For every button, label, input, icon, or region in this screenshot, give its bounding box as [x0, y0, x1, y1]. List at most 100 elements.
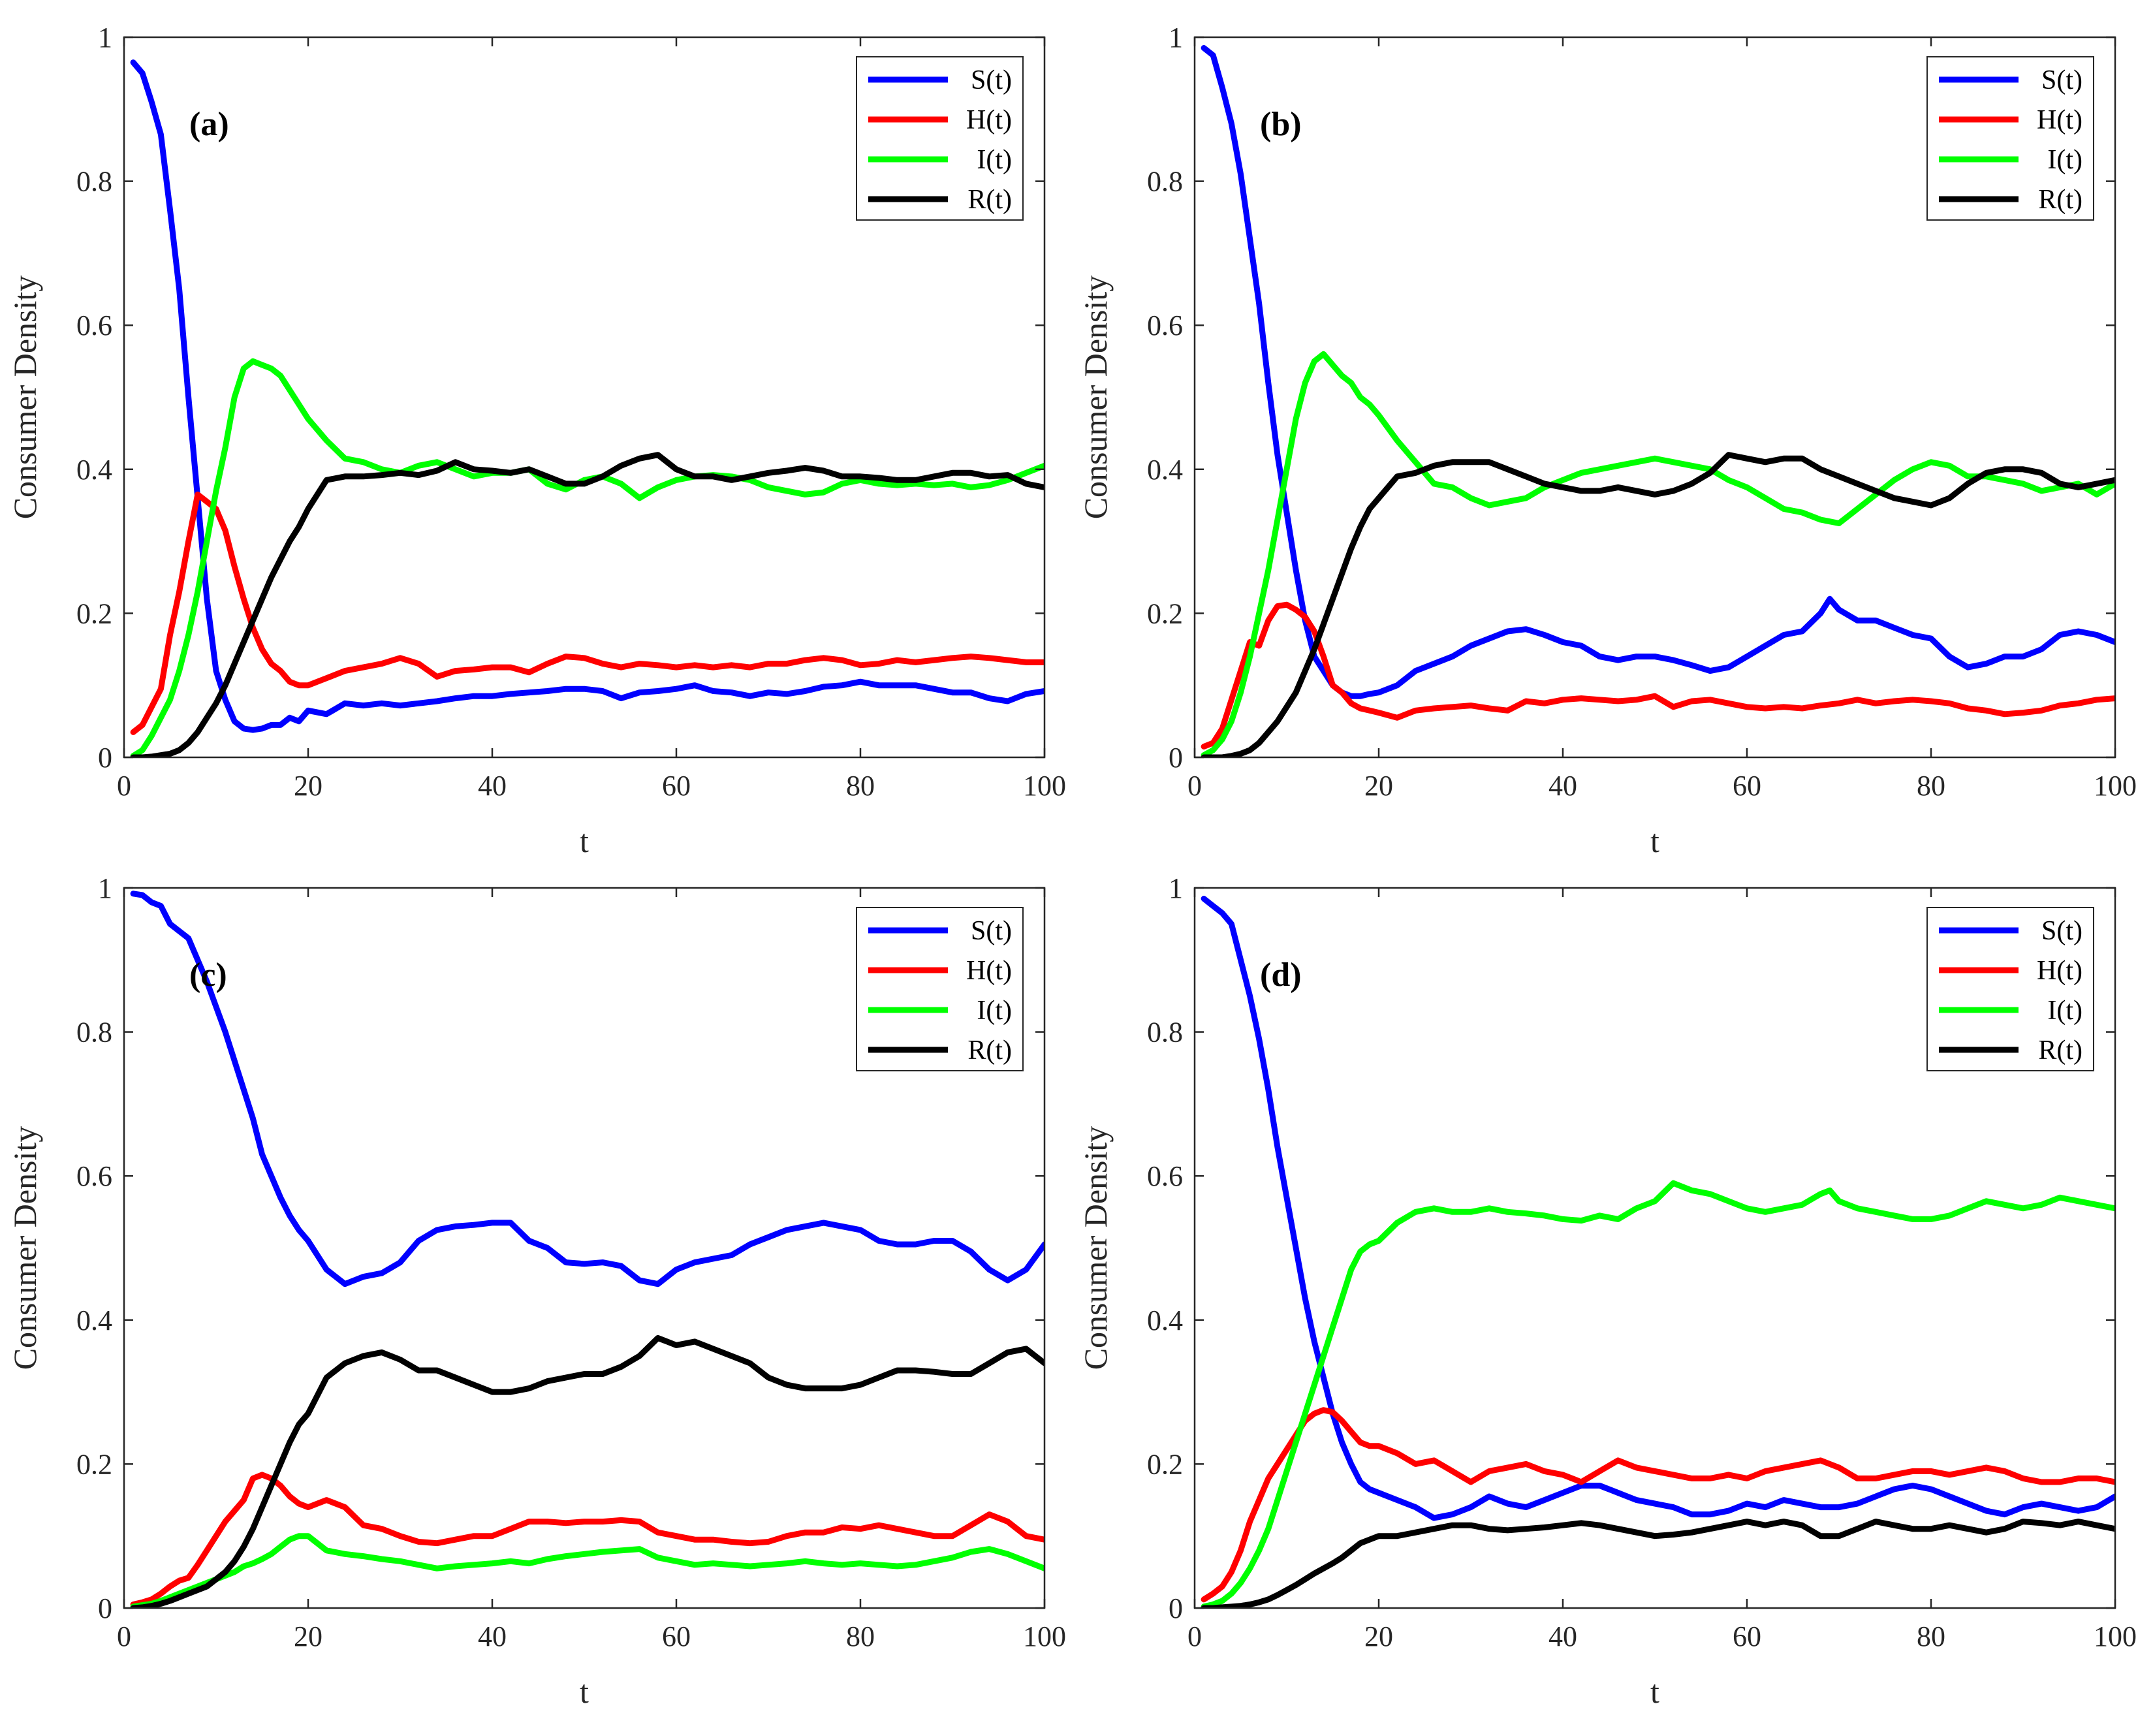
- series-line-ht: [130, 1472, 1045, 1607]
- y-tick-label: 0: [1169, 1592, 1183, 1624]
- y-tick-label: 0.8: [76, 1017, 112, 1049]
- y-axis-title: Consumer Density: [7, 1126, 43, 1370]
- y-tick-label: 1: [98, 872, 112, 904]
- y-tick-label: 0.2: [76, 597, 112, 629]
- legend-label-st: S(t): [971, 916, 1012, 946]
- axes-box: [1193, 36, 2116, 759]
- y-tick-label: 0.8: [1147, 1017, 1183, 1049]
- x-tick-label: 60: [662, 1620, 691, 1652]
- x-tick-label: 0: [117, 770, 131, 802]
- x-tick-label: 80: [1917, 1620, 1945, 1652]
- x-tick-label: 40: [478, 770, 507, 802]
- chart-panel-b: 0 20 40 60 80 100 0 0.2 0.4 0.6 0.8 1 t Consumer Dens…: [1077, 22, 2137, 859]
- axes-box: [123, 887, 1046, 1609]
- y-axis-title: Consumer Density: [1077, 276, 1114, 520]
- series-line-st: [1201, 896, 2115, 1521]
- series-lines: [130, 59, 1045, 757]
- series-lines: [1201, 45, 2115, 757]
- series-line-rt: [1201, 1519, 2115, 1608]
- legend-label-st: S(t): [2041, 65, 2082, 95]
- series-lines: [1201, 896, 2115, 1608]
- legend-label-rt: R(t): [967, 1035, 1012, 1065]
- legend-box: [856, 56, 1024, 221]
- y-tick-label: 0.2: [1147, 597, 1183, 629]
- y-tick-label: 0.2: [1147, 1448, 1183, 1480]
- legend-label-rt: R(t): [2038, 1035, 2082, 1065]
- series-line-it: [1201, 351, 2115, 757]
- series-line-ht: [130, 491, 1045, 735]
- x-tick-label: 0: [1187, 770, 1202, 802]
- y-tick-label: 0.4: [76, 1304, 112, 1336]
- y-tick-label: 0.4: [1147, 1304, 1183, 1336]
- series-line-it: [1201, 1180, 2115, 1608]
- legend-label-it: I(t): [977, 996, 1012, 1026]
- legend-label-it: I(t): [2047, 145, 2082, 175]
- y-tick-label: 1: [98, 22, 112, 54]
- y-tick-label: 0.6: [1147, 1160, 1183, 1192]
- panel-label: (d): [1260, 956, 1302, 994]
- x-tick-label: 20: [1364, 770, 1393, 802]
- series-line-st: [130, 891, 1045, 1287]
- y-tick-label: 0: [1169, 742, 1183, 774]
- legend-label-it: I(t): [2047, 996, 2082, 1026]
- x-tick-label: 80: [846, 770, 875, 802]
- chart-panel-a: 0 20 40 60 80 100 0 0.2 0.4 0.6 0.8 1 t Consumer Dens…: [7, 22, 1066, 859]
- series-line-rt: [130, 1334, 1045, 1608]
- series-line-ht: [1201, 601, 2115, 750]
- x-tick-label: 100: [1023, 1620, 1066, 1652]
- legend-box: [1926, 56, 2094, 221]
- series-line-rt: [1201, 452, 2115, 757]
- x-axis-title: t: [580, 823, 589, 859]
- panel-label: (c): [189, 956, 227, 994]
- legend-label-st: S(t): [971, 65, 1012, 95]
- x-tick-label: 80: [846, 1620, 875, 1652]
- legend: S(t) H(t) I(t) R(t): [1926, 56, 2094, 221]
- y-tick-label: 0.6: [76, 1160, 112, 1192]
- y-axis-title: Consumer Density: [1077, 1126, 1114, 1370]
- x-axis-title: t: [1650, 823, 1659, 859]
- legend-label-ht: H(t): [966, 105, 1012, 135]
- series-line-st: [1201, 45, 2115, 699]
- x-tick-label: 40: [1548, 1620, 1577, 1652]
- legend: S(t) H(t) I(t) R(t): [856, 56, 1024, 221]
- x-tick-label: 0: [1187, 1620, 1202, 1652]
- x-axis-title: t: [580, 1673, 589, 1710]
- x-tick-label: 0: [117, 1620, 131, 1652]
- legend-box: [1926, 907, 2094, 1071]
- legend-label-it: I(t): [977, 145, 1012, 175]
- legend-label-ht: H(t): [2037, 956, 2082, 986]
- y-tick-label: 0.4: [76, 454, 112, 486]
- x-tick-label: 60: [662, 770, 691, 802]
- axes-box: [1193, 887, 2116, 1609]
- legend: S(t) H(t) I(t) R(t): [1926, 907, 2094, 1071]
- x-tick-label: 100: [2094, 1620, 2137, 1652]
- x-tick-label: 20: [1364, 1620, 1393, 1652]
- y-tick-label: 0.8: [1147, 166, 1183, 198]
- y-tick-label: 1: [1169, 22, 1183, 54]
- x-tick-label: 100: [2094, 770, 2137, 802]
- y-tick-label: 0.6: [1147, 309, 1183, 341]
- axes-box: [123, 36, 1046, 759]
- legend: S(t) H(t) I(t) R(t): [856, 907, 1024, 1071]
- y-tick-label: 0.6: [76, 309, 112, 341]
- x-axis-title: t: [1650, 1673, 1659, 1710]
- series-line-st: [130, 59, 1045, 733]
- x-tick-label: 40: [478, 1620, 507, 1652]
- y-tick-label: 0.8: [76, 166, 112, 198]
- legend-label-ht: H(t): [2037, 105, 2082, 135]
- legend-label-rt: R(t): [967, 185, 1012, 215]
- x-tick-label: 20: [294, 1620, 322, 1652]
- y-tick-label: 0: [98, 742, 112, 774]
- x-tick-label: 20: [294, 770, 322, 802]
- y-tick-label: 0.2: [76, 1448, 112, 1480]
- series-line-rt: [130, 452, 1045, 757]
- x-tick-label: 60: [1733, 770, 1761, 802]
- panel-label: (a): [189, 106, 229, 143]
- legend-box: [856, 907, 1024, 1071]
- y-tick-label: 0: [98, 1592, 112, 1624]
- y-tick-label: 0.4: [1147, 454, 1183, 486]
- chart-panel-c: 0 20 40 60 80 100 0 0.2 0.4 0.6 0.8 1 t Consumer Dens…: [7, 872, 1066, 1710]
- chart-panel-d: 0 20 40 60 80 100 0 0.2 0.4 0.6 0.8 1 t Consumer Dens…: [1077, 872, 2137, 1710]
- panel-label: (b): [1260, 106, 1302, 143]
